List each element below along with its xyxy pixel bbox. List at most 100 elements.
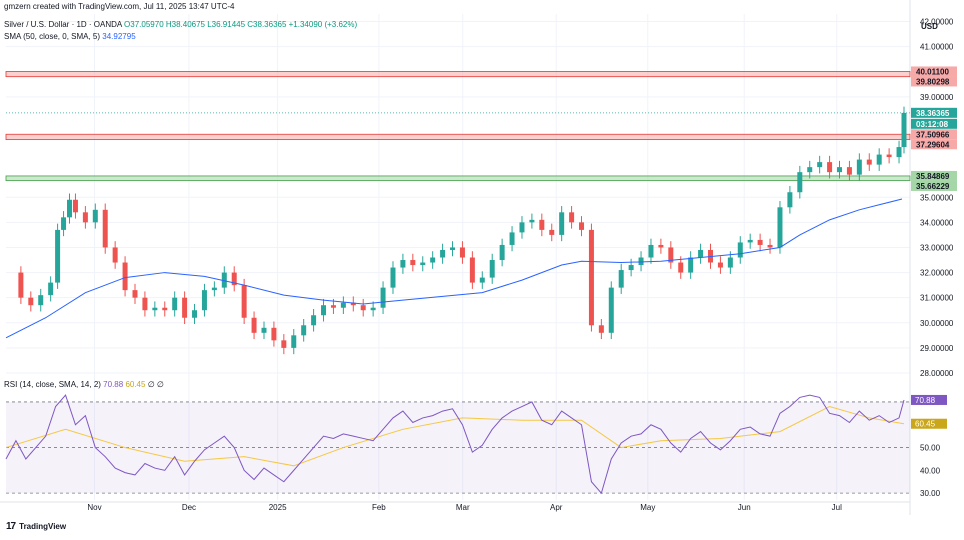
candle-body	[767, 244, 773, 248]
chart-attribution: gmzern created with TradingView.com, Jul…	[4, 2, 235, 11]
candle-body	[658, 244, 664, 248]
candle-body	[360, 305, 366, 311]
candle-body	[18, 272, 24, 298]
price-tag-support	[911, 170, 957, 181]
candle-body	[261, 327, 267, 333]
rsi-extra: ∅ ∅	[147, 380, 164, 389]
x-tick-label: Nov	[87, 503, 101, 512]
price-tag-label: 40.01100	[916, 67, 949, 76]
y-tick-label: 28.00000	[920, 369, 954, 378]
candle-body	[311, 315, 317, 326]
candle-body	[777, 207, 783, 248]
tradingview-footer[interactable]: 17 TradingView	[6, 521, 66, 532]
candle-body	[856, 159, 862, 175]
candle-body	[519, 222, 525, 233]
candle-body	[648, 244, 654, 258]
candle-body	[757, 239, 763, 245]
candle-body	[281, 340, 287, 348]
x-tick-label: Jul	[832, 503, 842, 512]
candle-body	[866, 159, 872, 165]
rsi-legend[interactable]: RSI (14, close, SMA, 14, 2) 70.88 60.45 …	[4, 380, 164, 390]
candle-body	[509, 232, 515, 245]
candle-body	[192, 310, 198, 318]
candle-body	[340, 302, 346, 308]
y-tick-label: 33.00000	[920, 243, 954, 252]
zone-support	[5, 175, 911, 182]
candle-body	[678, 262, 684, 273]
candle-body	[817, 162, 823, 168]
rsi-tick-label: 30.00	[920, 489, 941, 498]
y-tick-label: 42.00000	[920, 18, 954, 27]
candle-body	[152, 307, 158, 311]
price-axis[interactable]: 42.00000 41.00000 39.00000 35.00000 34.00000…	[920, 18, 954, 378]
price-tag-label: 35.66229	[916, 182, 950, 191]
candle-body	[55, 229, 61, 283]
candle-body	[400, 260, 406, 268]
candle-body	[479, 277, 485, 283]
candle-body	[459, 247, 465, 258]
brand-label: TradingView	[19, 522, 67, 531]
sma-line	[5, 198, 903, 339]
price-tag-label: 38.36365	[916, 109, 950, 118]
y-tick-label: 30.00000	[920, 319, 954, 328]
candle-body	[901, 112, 907, 148]
price-tag-support	[911, 180, 957, 191]
price-tag-resistance	[911, 66, 957, 77]
zone-resistance	[5, 133, 911, 141]
price-tag-current	[911, 107, 957, 118]
candle-body	[102, 209, 108, 248]
candle-body	[469, 257, 475, 283]
ohlc-values: O37.05970 H38.40675 L36.91445 C38.36365 …	[124, 20, 358, 29]
candle-body	[48, 282, 54, 296]
candle-body	[221, 272, 227, 288]
candle-body	[827, 162, 833, 173]
x-tick-label: Dec	[182, 503, 196, 512]
currency-label: USD	[921, 22, 938, 31]
x-tick-label: Feb	[372, 503, 386, 512]
x-tick-label: 2025	[269, 503, 287, 512]
rsi-value: 70.88	[103, 380, 124, 389]
candle-body	[321, 305, 327, 316]
rsi-value-tag	[911, 394, 947, 405]
symbol-title: Silver / U.S. Dollar · 1D · OANDA	[4, 20, 122, 29]
time-axis[interactable]: Nov Dec 2025 Feb Mar Apr May Jun Jul	[87, 503, 842, 512]
candle-body	[201, 290, 207, 311]
candlestick-series	[18, 106, 907, 355]
candle-body	[549, 229, 555, 235]
sma-legend[interactable]: SMA (50, close, 0, SMA, 5) 34.92795	[4, 32, 136, 42]
candle-body	[579, 222, 585, 230]
candle-body	[698, 249, 704, 258]
candle-body	[122, 262, 128, 291]
y-tick-label: 32.00000	[920, 269, 954, 278]
candle-body	[628, 265, 634, 271]
candle-body	[886, 154, 892, 158]
candle-body	[380, 287, 386, 308]
candle-body	[390, 267, 396, 288]
candle-body	[787, 192, 793, 208]
candle-body	[668, 247, 674, 263]
rsi-ma-line	[5, 405, 905, 467]
candle-body	[876, 154, 882, 165]
candle-body	[440, 249, 446, 258]
candle-body	[92, 209, 98, 223]
candle-body	[112, 247, 118, 263]
candle-body	[231, 272, 237, 286]
candle-body	[350, 302, 356, 306]
candle-body	[420, 262, 426, 266]
candle-body	[330, 305, 336, 308]
candle-body	[539, 219, 545, 230]
candle-body	[837, 167, 843, 173]
symbol-legend[interactable]: Silver / U.S. Dollar · 1D · OANDA O37.05…	[4, 20, 357, 30]
candle-body	[251, 317, 257, 333]
candle-body	[896, 147, 902, 158]
candle-body	[370, 307, 376, 311]
candle-body	[598, 325, 604, 333]
price-tag-label: 03:12:08	[916, 120, 949, 129]
candle-body	[529, 219, 535, 223]
x-tick-label: Jun	[738, 503, 751, 512]
candle-body	[172, 297, 178, 311]
candle-body	[430, 257, 436, 263]
rsi-ma-value: 60.45	[125, 380, 146, 389]
